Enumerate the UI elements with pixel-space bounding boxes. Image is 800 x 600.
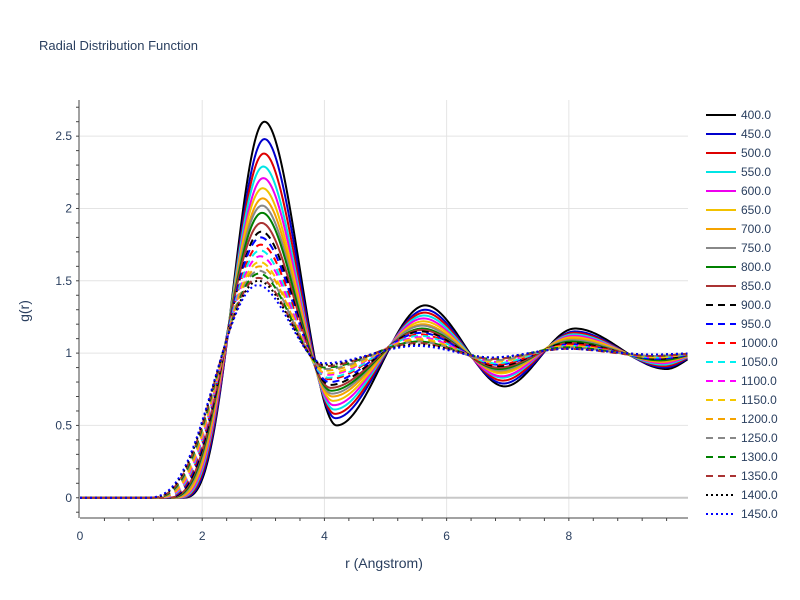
legend-label: 1150.0 [741,393,777,407]
x-tick-label: 6 [443,529,450,543]
series-line-1200-0 [80,265,688,499]
legend-label: 1050.0 [741,355,778,369]
legend-item-1250-0[interactable]: 1250.0 [706,431,778,445]
legend-item-1450-0[interactable]: 1450.0 [706,507,778,521]
legend-label: 1450.0 [741,507,778,521]
legend-item-800-0[interactable]: 800.0 [706,260,771,274]
legend-item-1000-0[interactable]: 1000.0 [706,336,778,350]
x-tick-label: 8 [566,529,573,543]
legend-label: 1000.0 [741,336,778,350]
series-line-1150-0 [80,260,688,499]
y-tick-label: 0 [65,491,72,505]
legend-item-650-0[interactable]: 650.0 [706,203,771,217]
legend-label: 600.0 [741,184,771,198]
legend-item-750-0[interactable]: 750.0 [706,241,771,255]
legend-item-1300-0[interactable]: 1300.0 [706,450,778,464]
legend-label: 500.0 [741,146,771,160]
legend-label: 1100.0 [741,374,777,388]
y-axis-label: g(r) [16,300,32,322]
series-line-900-0 [80,230,688,499]
series-line-1050-0 [80,249,688,499]
grid [80,100,688,518]
series-line-950-0 [80,236,688,499]
legend-item-400-0[interactable]: 400.0 [706,108,771,122]
legend-label: 550.0 [741,165,771,179]
series-line-1100-0 [80,255,688,499]
legend-label: 1350.0 [741,469,778,483]
legend-label: 650.0 [741,203,771,217]
legend-item-850-0[interactable]: 850.0 [706,279,771,293]
axes [76,100,688,521]
legend-item-1050-0[interactable]: 1050.0 [706,355,778,369]
series-line-1250-0 [80,269,688,499]
series-line-400-0 [80,120,688,499]
legend-item-900-0[interactable]: 900.0 [706,298,771,312]
legend-item-600-0[interactable]: 600.0 [706,184,771,198]
x-axis-label: r (Angstrom) [345,555,423,571]
legend-label: 900.0 [741,298,771,312]
series-line-1300-0 [80,272,688,499]
chart-title: Radial Distribution Function [39,38,198,53]
series-lines [80,120,688,499]
legend-label: 800.0 [741,260,771,274]
legend-label: 950.0 [741,317,771,331]
x-tick-label: 0 [77,529,84,543]
x-tick-label: 4 [321,529,328,543]
legend-item-700-0[interactable]: 700.0 [706,222,771,236]
legend-item-550-0[interactable]: 550.0 [706,165,771,179]
y-tick-label: 2.5 [55,129,72,143]
legend-label: 850.0 [741,279,771,293]
series-line-1450-0 [80,284,688,499]
legend-label: 1300.0 [741,450,778,464]
series-line-450-0 [80,138,688,499]
legend-label: 450.0 [741,127,771,141]
legend-label: 700.0 [741,222,771,236]
y-tick-labels: 0 0.5 1 1.5 2 2.5 [55,129,72,505]
y-tick-label: 1.5 [55,274,72,288]
legend-item-1350-0[interactable]: 1350.0 [706,469,778,483]
series-line-1400-0 [80,279,688,499]
y-tick-label: 2 [65,201,72,215]
x-tick-labels: 0 2 4 6 8 [77,529,573,543]
legend-label: 1250.0 [741,431,778,445]
y-tick-label: 1 [65,346,72,360]
y-tick-label: 0.5 [55,418,72,432]
x-tick-label: 2 [199,529,206,543]
legend-label: 400.0 [741,108,771,122]
legend-item-1150-0[interactable]: 1150.0 [706,393,777,407]
legend-item-1200-0[interactable]: 1200.0 [706,412,778,426]
series-line-1350-0 [80,276,688,499]
legend-item-1100-0[interactable]: 1100.0 [706,374,777,388]
legend-label: 1200.0 [741,412,778,426]
legend-item-1400-0[interactable]: 1400.0 [706,488,778,502]
legend[interactable]: 400.0 450.0 500.0 550.0 600.0 650.0 700.0 750.0… [706,108,778,521]
legend-item-500-0[interactable]: 500.0 [706,146,771,160]
legend-item-450-0[interactable]: 450.0 [706,127,771,141]
series-line-550-0 [80,165,688,499]
series-line-1000-0 [80,243,688,499]
series-line-500-0 [80,152,688,499]
legend-label: 750.0 [741,241,771,255]
legend-item-950-0[interactable]: 950.0 [706,317,771,331]
legend-label: 1400.0 [741,488,778,502]
